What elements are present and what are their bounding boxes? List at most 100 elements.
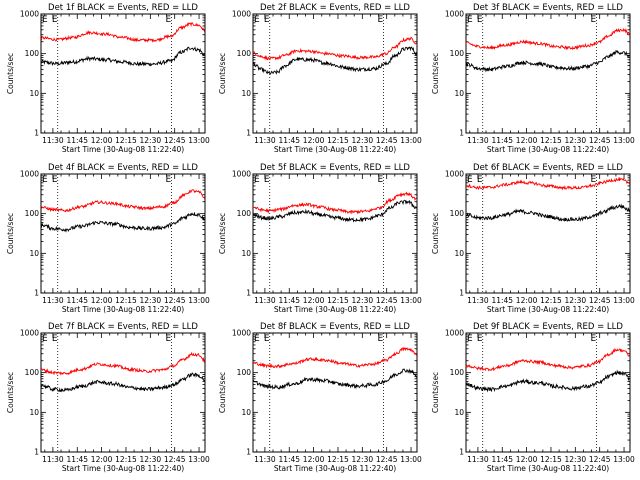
series-line-lld xyxy=(40,189,206,213)
x-tick-label: 12:45 xyxy=(376,136,398,145)
x-tick-label: 12:00 xyxy=(303,136,325,145)
event-marker-label: E xyxy=(467,15,473,25)
x-tick-label: 13:00 xyxy=(613,455,635,464)
x-axis-label: Start Time (30-Aug-08 11:22:40) xyxy=(274,464,396,473)
event-marker-label: E xyxy=(264,15,270,25)
event-marker-label: E xyxy=(42,15,48,25)
series-line-lld xyxy=(465,27,630,51)
y-tick-label: 10 xyxy=(29,408,39,417)
x-tick-label: 13:00 xyxy=(188,136,210,145)
event-marker-label: E xyxy=(166,175,172,185)
y-tick-label: 1000 xyxy=(20,170,39,179)
x-tick-label: 12:15 xyxy=(327,296,349,305)
y-tick-label: 100 xyxy=(237,209,252,218)
y-tick-label: 1000 xyxy=(20,10,39,19)
panel-det-9f: Det 9f BLACK = Events, RED = LLD 1 10 100 10… xyxy=(431,322,635,473)
x-tick-label: 11:30 xyxy=(42,136,64,145)
x-tick-label: 11:45 xyxy=(278,455,300,464)
y-axis-label: Counts/sec xyxy=(6,372,15,413)
plot-frame xyxy=(465,13,631,134)
event-marker-label: E xyxy=(264,334,270,344)
x-tick-label: 12:30 xyxy=(140,455,162,464)
plot-frame xyxy=(465,332,631,453)
plot-frame xyxy=(465,173,631,294)
x-tick-label: 11:30 xyxy=(467,136,489,145)
event-marker-label: E xyxy=(52,175,58,185)
event-marker-label: E xyxy=(166,334,172,344)
event-marker-label: E xyxy=(52,334,58,344)
x-tick-label: 12:15 xyxy=(540,455,562,464)
y-tick-label: 1000 xyxy=(232,329,251,338)
event-marker-label: E xyxy=(42,175,48,185)
event-marker-label: E xyxy=(378,334,384,344)
y-tick-label: 1 xyxy=(34,129,39,138)
x-tick-label: 13:00 xyxy=(188,455,210,464)
series-line-lld xyxy=(252,191,417,215)
event-marker-label: E xyxy=(378,175,384,185)
panel-title: Det 8f BLACK = Events, RED = LLD xyxy=(260,322,410,332)
x-tick-label: 12:30 xyxy=(565,296,587,305)
x-axis-label: Start Time (30-Aug-08 11:22:40) xyxy=(62,464,184,473)
y-tick-label: 1000 xyxy=(445,329,464,338)
event-marker-label: E xyxy=(42,334,48,344)
event-marker-label: E xyxy=(166,15,172,25)
event-marker-label: E xyxy=(477,175,483,185)
x-tick-label: 12:15 xyxy=(327,455,349,464)
plot-frame xyxy=(40,173,206,294)
x-tick-label: 11:30 xyxy=(254,136,276,145)
y-tick-label: 100 xyxy=(450,209,465,218)
y-tick-label: 1 xyxy=(246,289,251,298)
x-tick-label: 12:30 xyxy=(565,455,587,464)
series-line-events xyxy=(465,49,630,73)
y-tick-label: 10 xyxy=(454,89,464,98)
event-marker-label: E xyxy=(264,175,270,185)
y-tick-label: 10 xyxy=(29,249,39,258)
event-marker-label: E xyxy=(477,334,483,344)
event-marker-label: E xyxy=(467,334,473,344)
x-tick-label: 13:00 xyxy=(400,455,422,464)
x-tick-label: 12:45 xyxy=(164,455,186,464)
panel-det-2f: Det 2f BLACK = Events, RED = LLD 1 10 100 10… xyxy=(218,3,422,154)
x-tick-label: 12:30 xyxy=(140,136,162,145)
event-marker-label: E xyxy=(477,15,483,25)
x-tick-label: 13:00 xyxy=(188,296,210,305)
y-tick-label: 100 xyxy=(237,368,252,377)
x-tick-label: 12:00 xyxy=(516,136,538,145)
x-axis-label: Start Time (30-Aug-08 11:22:40) xyxy=(487,464,609,473)
panel-det-1f: Det 1f BLACK = Events, RED = LLD 1 10 100 10… xyxy=(6,3,210,154)
event-marker-label: E xyxy=(254,175,260,185)
event-marker-label: E xyxy=(591,175,597,185)
x-tick-label: 12:45 xyxy=(589,296,611,305)
panel-title: Det 5f BLACK = Events, RED = LLD xyxy=(260,163,410,173)
y-tick-label: 1000 xyxy=(232,170,251,179)
y-tick-label: 1000 xyxy=(232,10,251,19)
y-tick-label: 10 xyxy=(241,89,251,98)
y-tick-label: 1 xyxy=(34,289,39,298)
x-tick-label: 12:30 xyxy=(352,455,374,464)
panel-title: Det 7f BLACK = Events, RED = LLD xyxy=(48,322,198,332)
panel-title: Det 2f BLACK = Events, RED = LLD xyxy=(260,3,410,13)
x-tick-label: 12:15 xyxy=(540,136,562,145)
y-axis-label: Counts/sec xyxy=(431,372,440,413)
x-tick-label: 11:45 xyxy=(66,455,88,464)
y-axis-label: Counts/sec xyxy=(6,53,15,94)
x-tick-label: 12:45 xyxy=(589,455,611,464)
series-line-lld xyxy=(465,347,630,372)
x-tick-label: 12:45 xyxy=(164,136,186,145)
y-tick-label: 1000 xyxy=(445,10,464,19)
x-axis-label: Start Time (30-Aug-08 11:22:40) xyxy=(62,305,184,314)
x-tick-label: 12:00 xyxy=(91,136,113,145)
series-line-lld xyxy=(252,346,418,369)
y-tick-label: 1 xyxy=(459,129,464,138)
panel-det-6f: Det 6f BLACK = Events, RED = LLD 1 10 100 10… xyxy=(431,163,635,314)
x-tick-label: 11:30 xyxy=(467,455,489,464)
panel-title: Det 3f BLACK = Events, RED = LLD xyxy=(473,3,623,13)
y-tick-label: 100 xyxy=(25,49,40,58)
plot-frame xyxy=(252,332,418,453)
y-tick-label: 1000 xyxy=(20,329,39,338)
y-axis-label: Counts/sec xyxy=(218,213,227,254)
panel-title: Det 6f BLACK = Events, RED = LLD xyxy=(473,163,623,173)
plot-frame xyxy=(252,173,418,294)
y-axis-label: Counts/sec xyxy=(431,53,440,94)
